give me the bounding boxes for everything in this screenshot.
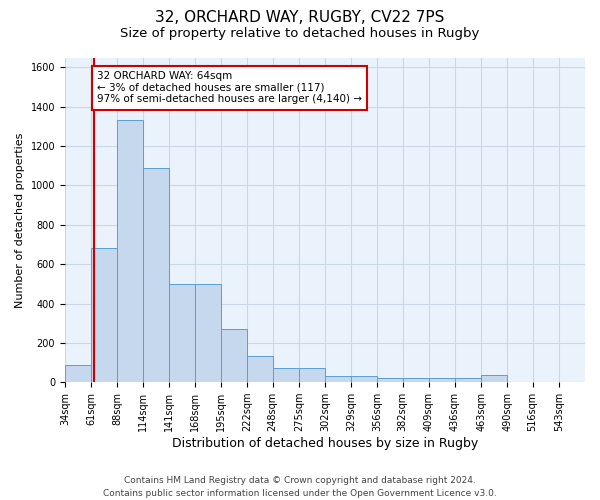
Bar bbox=[351, 376, 377, 382]
Text: 32 ORCHARD WAY: 64sqm
← 3% of detached houses are smaller (117)
97% of semi-deta: 32 ORCHARD WAY: 64sqm ← 3% of detached h… bbox=[97, 72, 362, 104]
Bar bbox=[481, 376, 508, 382]
Text: Contains HM Land Registry data © Crown copyright and database right 2024.
Contai: Contains HM Land Registry data © Crown c… bbox=[103, 476, 497, 498]
Bar bbox=[65, 364, 91, 382]
Y-axis label: Number of detached properties: Number of detached properties bbox=[15, 132, 25, 308]
Bar bbox=[455, 378, 481, 382]
Bar bbox=[247, 356, 272, 382]
Text: 32, ORCHARD WAY, RUGBY, CV22 7PS: 32, ORCHARD WAY, RUGBY, CV22 7PS bbox=[155, 10, 445, 25]
Bar bbox=[91, 248, 118, 382]
Bar bbox=[403, 378, 429, 382]
Bar bbox=[325, 376, 351, 382]
Bar bbox=[118, 120, 143, 382]
Bar bbox=[195, 284, 221, 382]
Bar bbox=[272, 368, 299, 382]
Text: Size of property relative to detached houses in Rugby: Size of property relative to detached ho… bbox=[121, 28, 479, 40]
X-axis label: Distribution of detached houses by size in Rugby: Distribution of detached houses by size … bbox=[172, 437, 478, 450]
Bar bbox=[299, 368, 325, 382]
Bar bbox=[429, 378, 455, 382]
Bar bbox=[169, 284, 195, 382]
Bar bbox=[143, 168, 169, 382]
Bar bbox=[377, 378, 403, 382]
Bar bbox=[221, 329, 247, 382]
